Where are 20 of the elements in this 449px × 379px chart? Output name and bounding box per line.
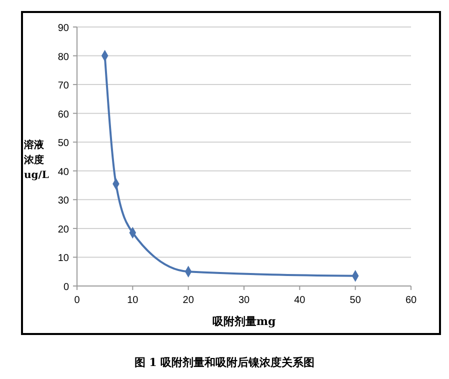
x-tick-label: 0 <box>74 295 80 306</box>
y-tick-label: 30 <box>58 196 70 207</box>
y-tick-label: 70 <box>58 80 70 92</box>
y-tick-label: 90 <box>58 23 70 34</box>
y-tick-label: 10 <box>58 253 70 264</box>
x-tick-label: 40 <box>294 295 306 306</box>
x-tick-label: 50 <box>350 295 362 306</box>
x-tick-label: 20 <box>182 295 194 306</box>
x-tick-label: 10 <box>127 295 139 306</box>
y-axis-title: 溶液浓度ug/L <box>23 139 49 181</box>
y-tick-label: 80 <box>58 52 70 63</box>
y-tick-label: 20 <box>58 224 70 236</box>
y-tick-label: 0 <box>63 282 70 293</box>
x-axis-title: 吸附剂量mg <box>212 315 276 328</box>
y-tick-label: 50 <box>58 138 70 150</box>
y-tick-label: 60 <box>58 109 70 120</box>
y-tick-label: 40 <box>58 166 70 178</box>
caption: 图 1 吸附剂量和吸附后镍浓度关系图 <box>134 356 315 369</box>
x-tick-label: 30 <box>238 295 250 306</box>
x-tick-label: 60 <box>405 295 417 306</box>
